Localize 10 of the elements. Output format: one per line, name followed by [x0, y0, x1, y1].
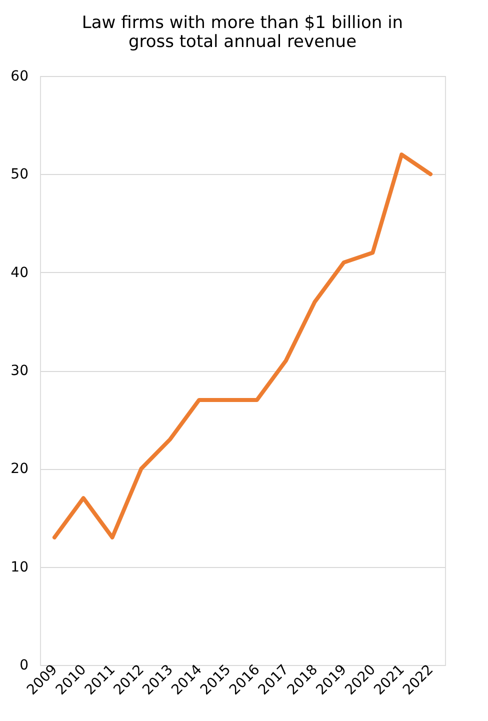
- text: gross total annual revenue: [128, 32, 357, 52]
- y-tick-label: 30: [10, 363, 28, 379]
- y-tick-label: 0: [20, 658, 28, 674]
- y-tick-label: 40: [10, 264, 28, 281]
- line-series: [52, 152, 433, 540]
- y-tick-label: 60: [10, 68, 28, 84]
- y-tick-label: 20: [10, 461, 28, 478]
- text: Law firms with more than $1 billion in: [82, 13, 404, 33]
- y-tick-label: 50: [10, 166, 28, 183]
- y-tick-label: 10: [10, 559, 28, 576]
